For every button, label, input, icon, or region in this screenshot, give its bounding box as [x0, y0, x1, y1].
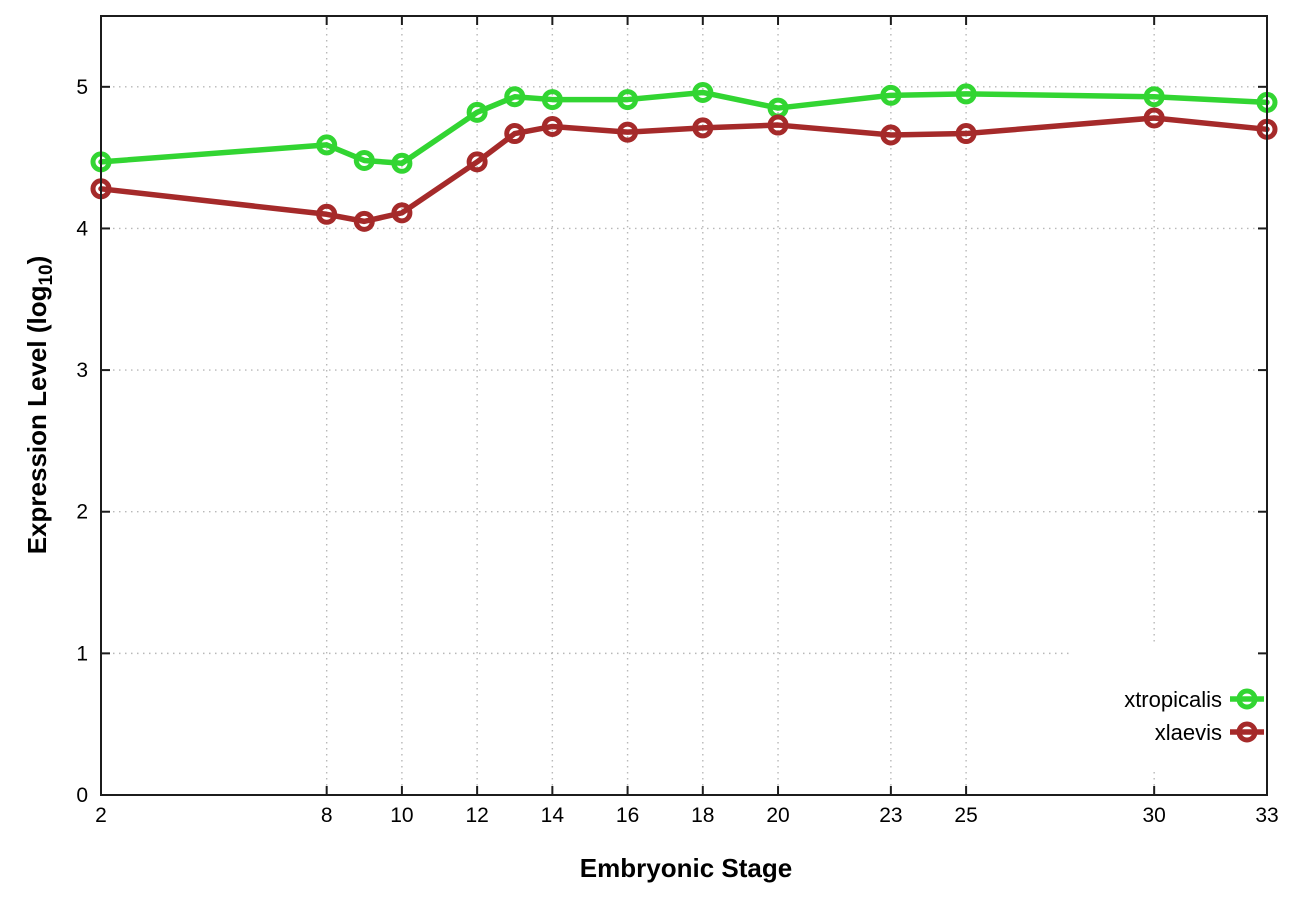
data-point-xtropicalis	[541, 89, 563, 111]
x-tick-label: 18	[691, 804, 714, 827]
x-tick-label: 33	[1255, 804, 1278, 827]
data-point-xtropicalis	[617, 89, 639, 111]
x-tick-label: 25	[954, 804, 977, 827]
data-point-xlaevis	[617, 121, 639, 143]
data-point-xtropicalis	[1143, 86, 1165, 108]
legend-marker-xtropicalis	[1236, 688, 1258, 710]
legend-entry-xlaevis: xlaevis	[1155, 720, 1264, 745]
data-point-xtropicalis	[504, 86, 526, 108]
y-axis-title: Expression Level (log10)	[22, 256, 57, 555]
y-tick-label: 3	[76, 359, 88, 382]
data-point-xtropicalis	[391, 152, 413, 174]
y-tick-label: 5	[76, 76, 88, 99]
data-point-xtropicalis	[880, 84, 902, 106]
data-point-xlaevis	[692, 117, 714, 139]
data-point-xlaevis	[767, 114, 789, 136]
series-xtropicalis	[90, 81, 1278, 174]
legend-box	[1072, 646, 1266, 772]
data-point-xtropicalis	[955, 83, 977, 105]
data-point-xlaevis	[391, 202, 413, 224]
data-point-xlaevis	[1143, 107, 1165, 129]
x-tick-label: 8	[321, 804, 333, 827]
y-tick-label: 1	[76, 642, 88, 665]
x-tick-label: 12	[465, 804, 488, 827]
data-point-xlaevis	[353, 210, 375, 232]
data-point-xtropicalis	[353, 149, 375, 171]
legend-marker-xlaevis	[1236, 721, 1258, 743]
data-point-xtropicalis	[466, 101, 488, 123]
plot-border	[100, 15, 1268, 796]
data-point-xtropicalis	[316, 134, 338, 156]
data-point-xlaevis	[880, 124, 902, 146]
data-point-xlaevis	[541, 115, 563, 137]
y-tick-label: 0	[76, 784, 88, 807]
data-point-xlaevis	[504, 123, 526, 145]
x-tick-label: 30	[1142, 804, 1165, 827]
x-tick-label: 14	[541, 804, 565, 827]
data-point-xlaevis	[316, 203, 338, 225]
x-tick-label: 16	[616, 804, 639, 827]
data-point-xlaevis	[466, 151, 488, 173]
x-tick-label: 20	[766, 804, 789, 827]
series-xlaevis	[90, 107, 1278, 232]
y-tick-label: 4	[76, 217, 88, 240]
x-tick-label: 2	[95, 804, 107, 827]
x-tick-label: 23	[879, 804, 902, 827]
y-axis-title-group: Expression Level (log10)	[22, 256, 57, 555]
y-tick-label: 2	[76, 501, 88, 524]
legend-label-xtropicalis: xtropicalis	[1124, 687, 1222, 712]
data-point-xtropicalis	[692, 81, 714, 103]
legend-entry-xtropicalis: xtropicalis	[1124, 687, 1264, 712]
x-tick-label: 10	[390, 804, 413, 827]
data-point-xlaevis	[955, 123, 977, 145]
x-axis-title: Embryonic Stage	[580, 853, 792, 883]
legend-label-xlaevis: xlaevis	[1155, 720, 1222, 745]
